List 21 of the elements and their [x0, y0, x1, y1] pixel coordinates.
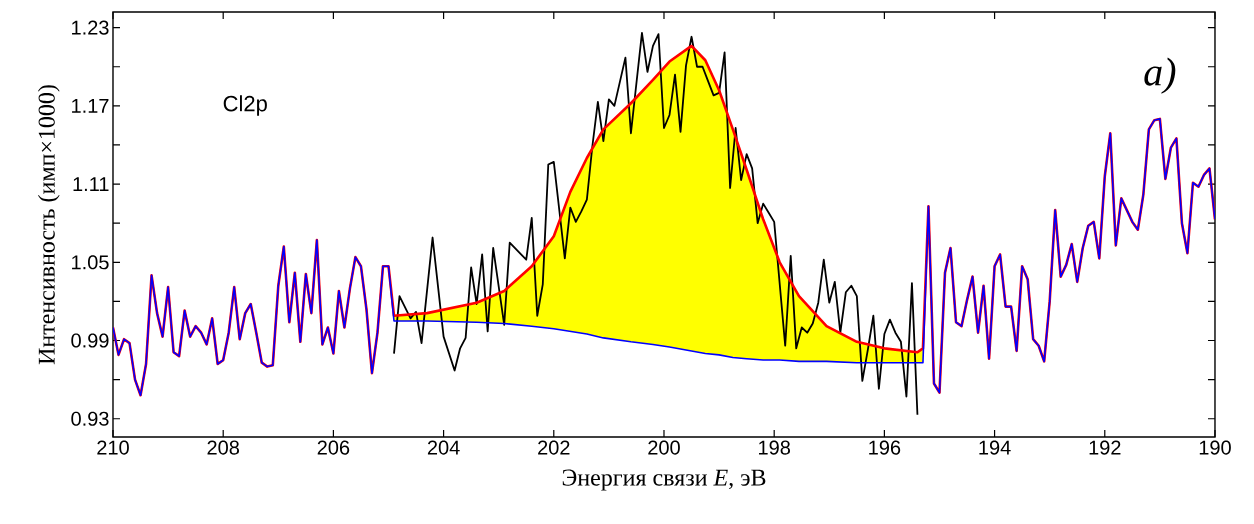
x-tick-label: 204 — [427, 440, 460, 455]
x-tick-label: 196 — [869, 440, 901, 455]
y-tick-label: 0.99 — [71, 333, 109, 348]
x-tick-label: 192 — [1089, 440, 1121, 455]
y-tick-label: 1.11 — [73, 177, 109, 191]
y-axis-title: Интенсивность (имп×1000) — [37, 85, 60, 365]
x-tick-label: 206 — [317, 440, 350, 455]
x-axis-title: Энергия связи E, эВ — [562, 469, 766, 491]
y-tick-label: 1.23 — [72, 20, 109, 35]
annotation: a) — [1144, 57, 1176, 94]
x-tick-label: 190 — [1199, 440, 1231, 455]
x-tick-label: 202 — [538, 440, 570, 455]
x-tick-label: 200 — [648, 440, 680, 455]
x-tick-label: 208 — [207, 440, 240, 455]
x-tick-label: 194 — [979, 440, 1011, 455]
annotation: Cl2p — [223, 95, 267, 116]
y-tick-label: 0.93 — [71, 411, 109, 426]
y-tick-label: 1.17 — [72, 98, 109, 113]
y-tick-label: 1.05 — [72, 255, 109, 270]
x-tick-label: 210 — [97, 440, 129, 455]
x-tick-label: 198 — [759, 440, 790, 455]
